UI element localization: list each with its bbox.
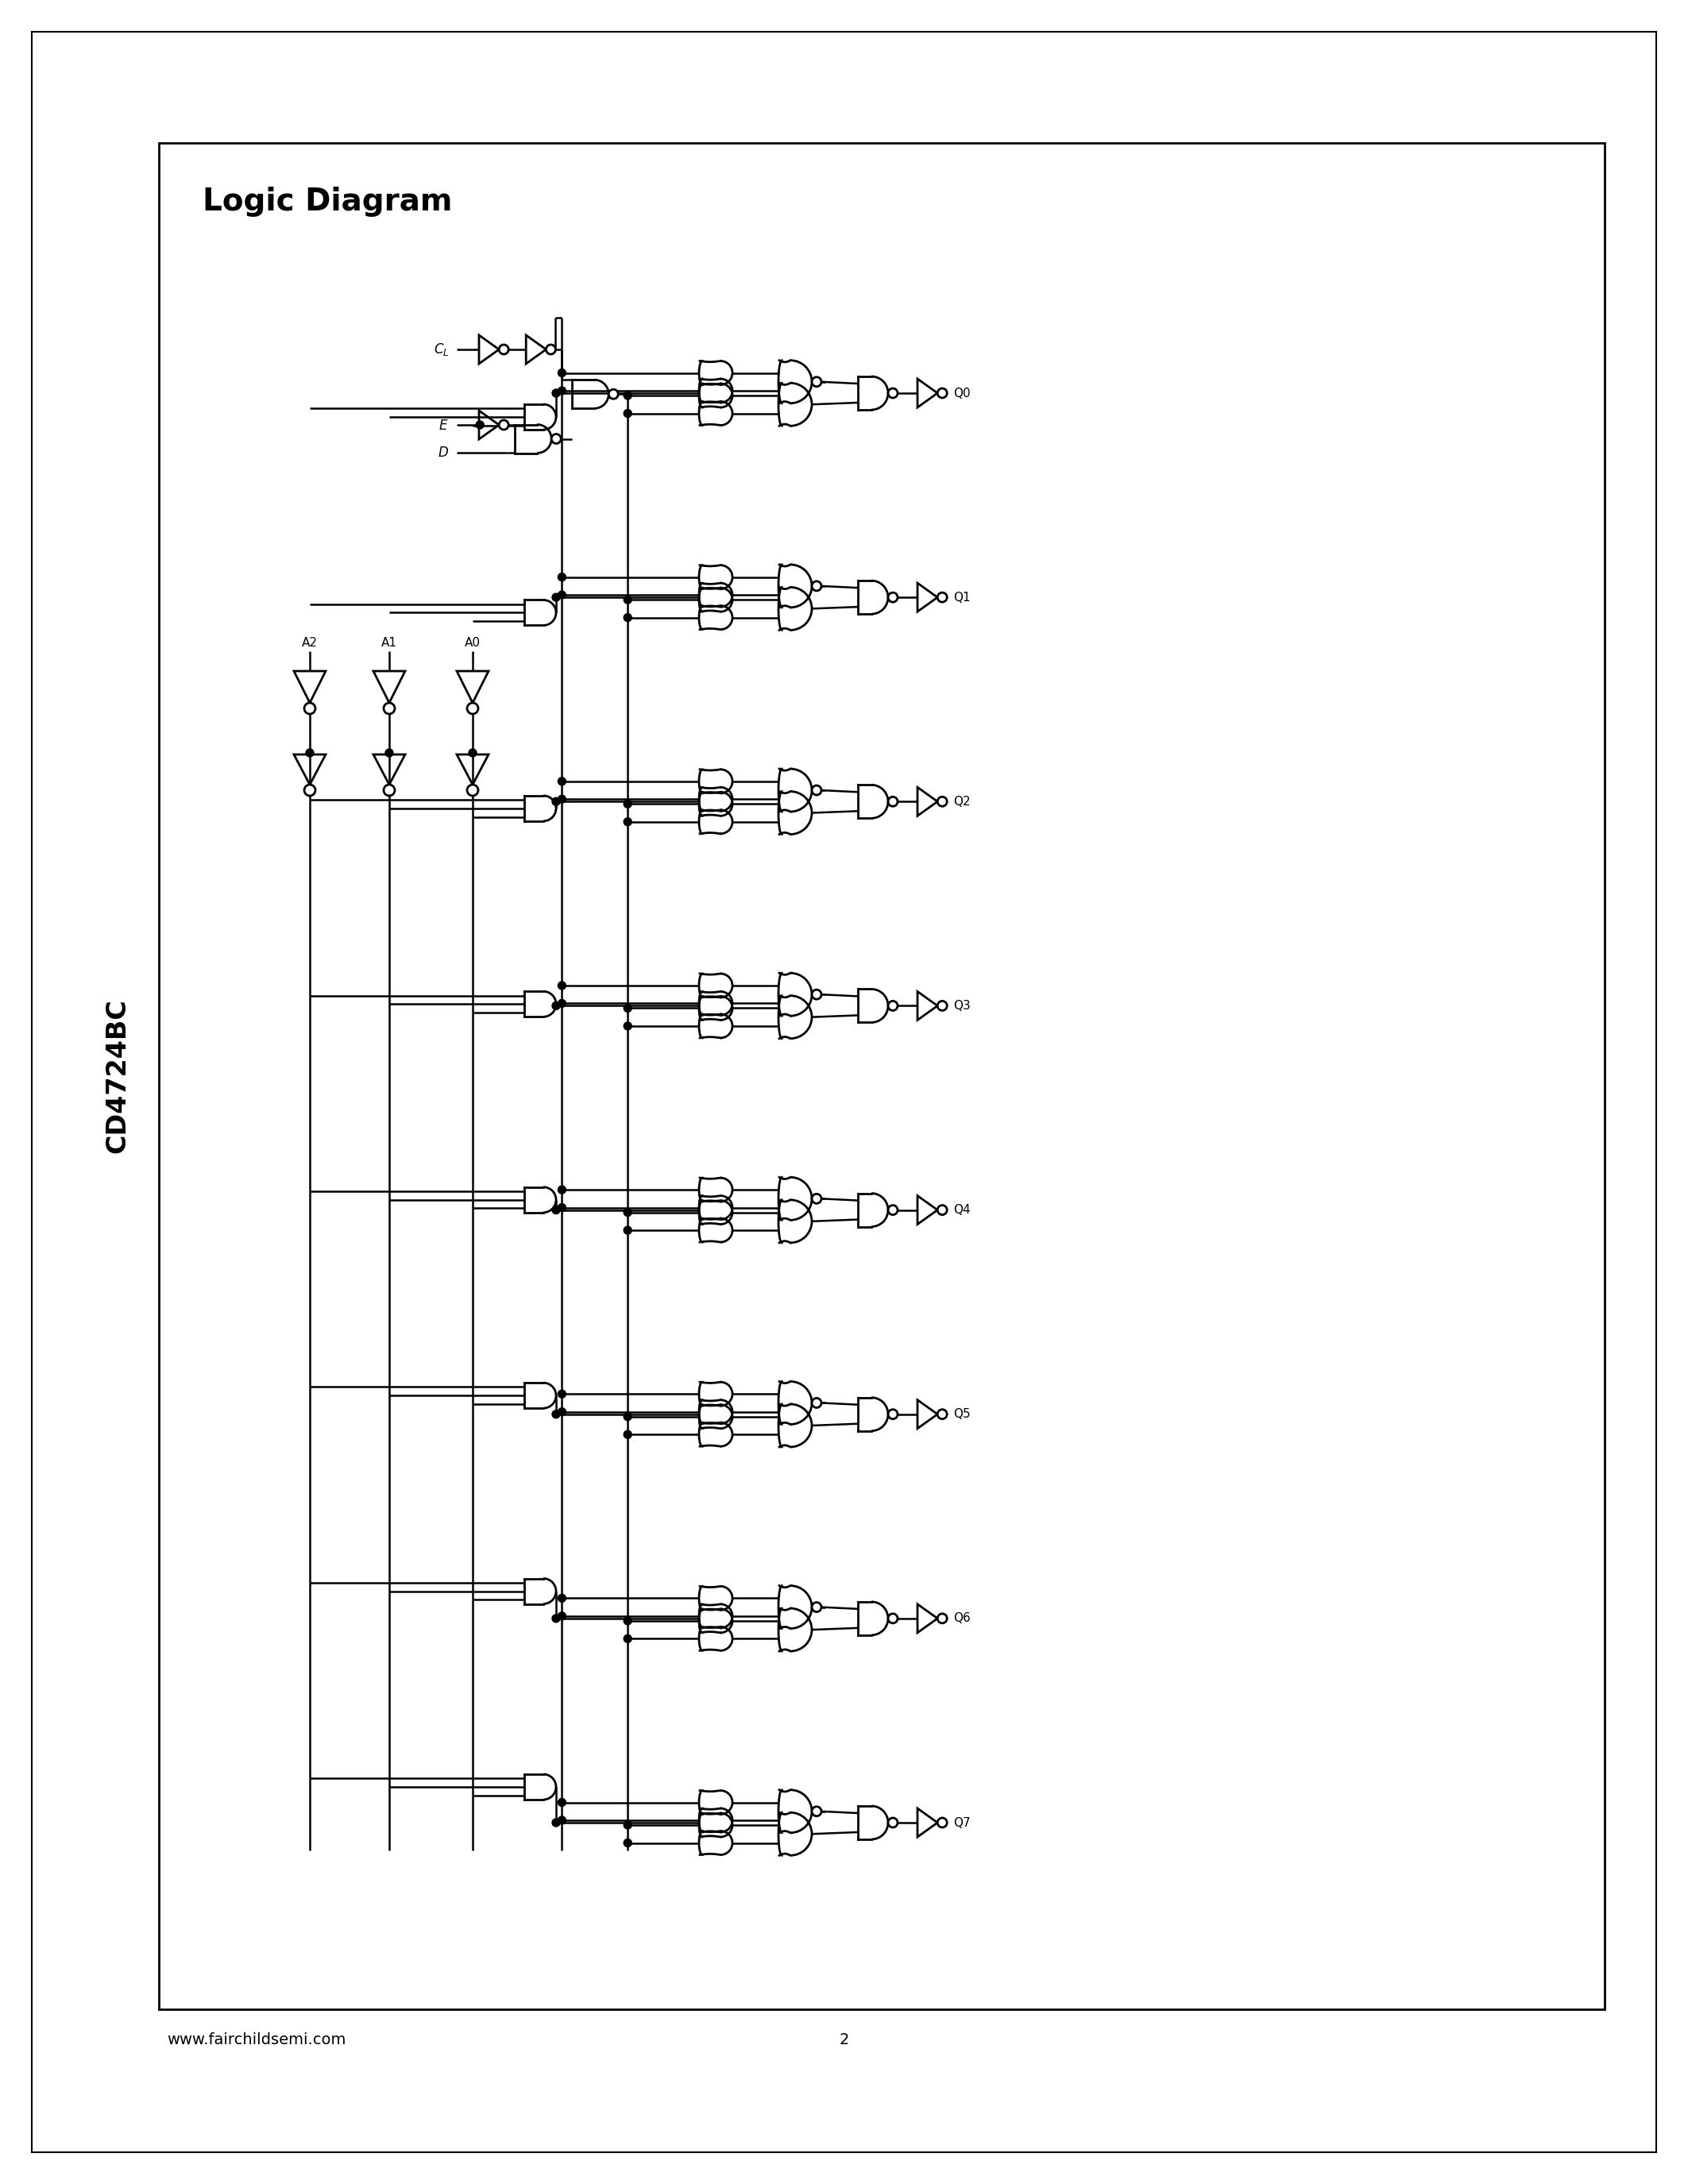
Circle shape: [888, 389, 898, 397]
Circle shape: [937, 1000, 947, 1011]
Text: Q6: Q6: [954, 1612, 971, 1625]
Circle shape: [552, 1002, 560, 1009]
Text: Q3: Q3: [954, 1000, 971, 1011]
Circle shape: [888, 1614, 898, 1623]
Circle shape: [812, 786, 822, 795]
Text: $C_L$: $C_L$: [434, 341, 449, 358]
Circle shape: [937, 1206, 947, 1214]
Circle shape: [383, 703, 395, 714]
Circle shape: [625, 1821, 631, 1828]
Circle shape: [559, 981, 565, 989]
Circle shape: [552, 1614, 560, 1623]
Bar: [159, 142, 1605, 2009]
Text: Q5: Q5: [954, 1409, 971, 1420]
Text: CD4724BC: CD4724BC: [105, 998, 130, 1153]
Circle shape: [888, 1409, 898, 1420]
Circle shape: [625, 614, 631, 622]
Circle shape: [812, 989, 822, 1000]
Text: www.fairchildsemi.com: www.fairchildsemi.com: [167, 2031, 346, 2046]
Circle shape: [552, 1206, 560, 1214]
Circle shape: [812, 1806, 822, 1817]
Text: Q0: Q0: [954, 387, 971, 400]
Circle shape: [559, 1000, 565, 1007]
Circle shape: [559, 572, 565, 581]
Circle shape: [937, 1409, 947, 1420]
Circle shape: [304, 784, 316, 795]
Circle shape: [888, 1206, 898, 1214]
Circle shape: [937, 1817, 947, 1828]
Circle shape: [552, 594, 560, 601]
Circle shape: [625, 799, 631, 808]
Circle shape: [625, 1839, 631, 1848]
Text: A0: A0: [464, 638, 481, 649]
Text: A1: A1: [381, 638, 397, 649]
Circle shape: [559, 1612, 565, 1621]
Circle shape: [625, 1225, 631, 1234]
Circle shape: [500, 345, 508, 354]
Text: $D$: $D$: [437, 446, 449, 461]
Circle shape: [545, 345, 555, 354]
Circle shape: [559, 778, 565, 786]
Circle shape: [559, 795, 565, 804]
Circle shape: [559, 592, 565, 598]
Circle shape: [625, 1634, 631, 1642]
Circle shape: [468, 703, 478, 714]
Circle shape: [559, 1203, 565, 1212]
Circle shape: [559, 387, 565, 395]
Text: Q7: Q7: [954, 1817, 971, 1828]
Circle shape: [812, 1398, 822, 1409]
Circle shape: [468, 784, 478, 795]
Circle shape: [625, 408, 631, 417]
Circle shape: [937, 389, 947, 397]
Circle shape: [559, 1186, 565, 1195]
Text: Q1: Q1: [954, 592, 971, 603]
Text: Logic Diagram: Logic Diagram: [203, 186, 452, 216]
Circle shape: [812, 1195, 822, 1203]
Circle shape: [383, 784, 395, 795]
Circle shape: [476, 422, 484, 428]
Circle shape: [625, 596, 631, 603]
Circle shape: [937, 1614, 947, 1623]
Circle shape: [552, 1819, 560, 1826]
Circle shape: [625, 1022, 631, 1031]
Circle shape: [559, 1389, 565, 1398]
Text: 2: 2: [839, 2031, 849, 2046]
Circle shape: [625, 1208, 631, 1216]
Circle shape: [552, 1411, 560, 1417]
Text: A2: A2: [302, 638, 317, 649]
Circle shape: [306, 749, 314, 758]
Circle shape: [888, 1817, 898, 1828]
Circle shape: [937, 592, 947, 603]
Circle shape: [500, 419, 508, 430]
Circle shape: [888, 1000, 898, 1011]
Circle shape: [469, 749, 476, 758]
Circle shape: [625, 1431, 631, 1439]
Text: Q4: Q4: [954, 1203, 971, 1216]
Circle shape: [625, 1616, 631, 1625]
Circle shape: [625, 1413, 631, 1420]
Circle shape: [552, 797, 560, 806]
Circle shape: [625, 391, 631, 400]
Circle shape: [552, 435, 560, 443]
Circle shape: [559, 369, 565, 378]
Circle shape: [609, 389, 618, 400]
Circle shape: [625, 1005, 631, 1011]
Circle shape: [559, 1817, 565, 1824]
Circle shape: [559, 1409, 565, 1415]
Circle shape: [937, 797, 947, 806]
Circle shape: [888, 797, 898, 806]
Text: Q2: Q2: [954, 795, 971, 808]
Circle shape: [888, 592, 898, 603]
Circle shape: [304, 703, 316, 714]
Circle shape: [812, 581, 822, 592]
Circle shape: [812, 1603, 822, 1612]
Circle shape: [552, 389, 560, 397]
Circle shape: [812, 378, 822, 387]
Text: $\overline{E}$: $\overline{E}$: [439, 417, 449, 432]
Circle shape: [385, 749, 393, 758]
Circle shape: [625, 817, 631, 826]
Circle shape: [559, 1594, 565, 1603]
Circle shape: [559, 1797, 565, 1806]
